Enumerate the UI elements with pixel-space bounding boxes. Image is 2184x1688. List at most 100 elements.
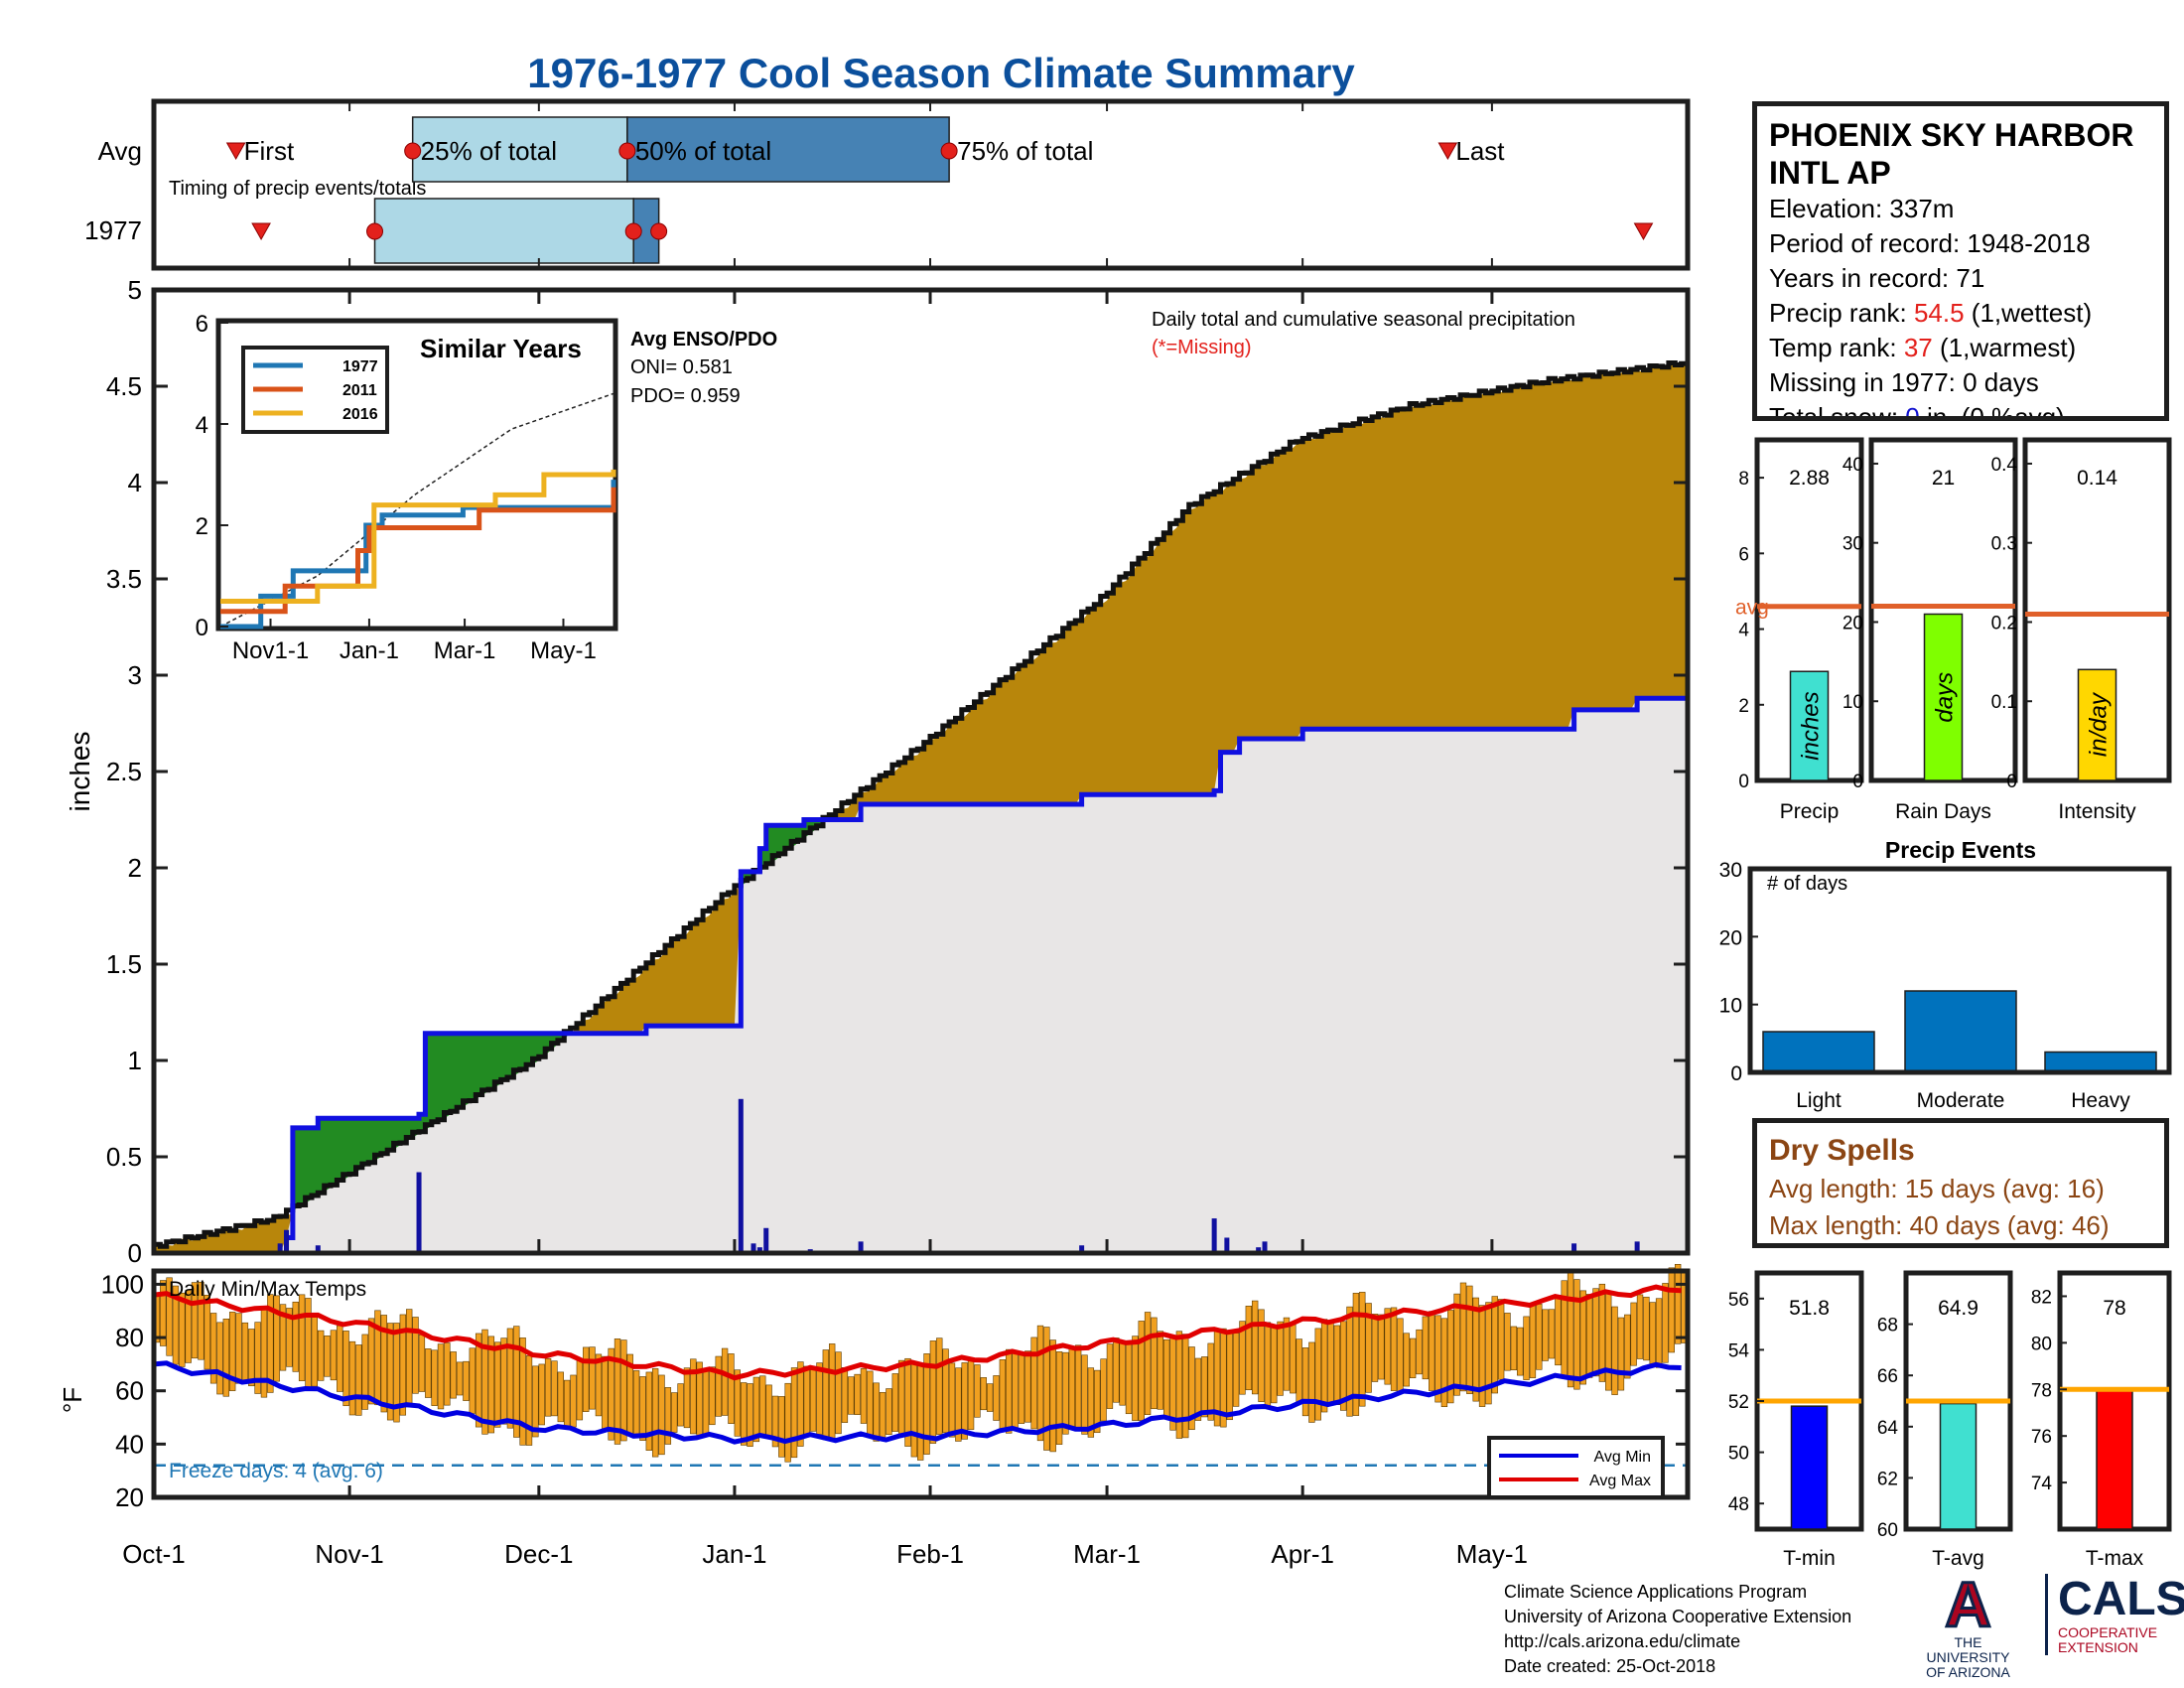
daily-temp-bar [1144,1312,1152,1415]
daily-temp-bar [1151,1317,1158,1410]
timing-avg-25-marker [404,142,422,160]
station-name: PHOENIX SKY HARBOR INTL AP [1769,117,2134,191]
daily-temp-bar [481,1329,488,1435]
mini-bar-Precip [1789,670,1830,781]
daily-temp-bar [1081,1354,1088,1435]
daily-temp-bar [538,1363,545,1426]
oni-value: ONI= 0.581 [630,356,733,378]
x-tick-label: Apr-1 [1271,1539,1334,1569]
tbox-y-tick-label: 80 [2031,1334,2052,1354]
daily-temp-bar [1561,1280,1568,1378]
main-y-tick-label: 4 [128,468,142,497]
mini-y-tick-label: 0.2 [1991,613,2017,633]
temp-chart: 20 40 60 80 100 Oct-1 Nov-1 Dec-1 Jan-1 Feb-1 Mar-… [58,1264,1691,1569]
daily-temp-bar [204,1295,210,1370]
main-y-tick-label: 2 [128,853,142,883]
daily-temp-bar [690,1358,697,1435]
daily-temp-bar [393,1323,400,1423]
daily-temp-bar [645,1371,652,1451]
daily-temp-bar [1068,1345,1075,1429]
daily-temp-bar [198,1281,205,1360]
inset-y-tick-label: 2 [196,513,208,540]
daily-temp-bar [557,1371,564,1423]
mini-y-tick-label: 2 [1738,696,1749,717]
daily-temp-bar [1447,1310,1454,1404]
figure-title: 1976-1977 Cool Season Climate Summary [527,50,1355,96]
legend-avg-min: Avg Min [1593,1449,1651,1466]
mini-value: 0.14 [2077,467,2117,490]
precip-events-chart: Precip Events Light Moderate Heavy0102030 … [1719,837,2172,1112]
mini-unit: inches [1798,691,1825,760]
daily-temp-bar [519,1337,526,1446]
daily-temp-bar [1296,1338,1302,1404]
daily-temp-bar [677,1383,684,1427]
daily-temp-bar [891,1373,898,1432]
tbox-y-tick-label: 50 [1728,1444,1749,1465]
daily-temp-bar [1352,1293,1360,1416]
timing-avg-first-marker [225,142,246,161]
daily-precip-bar [416,1172,422,1253]
daily-temp-bar [298,1294,306,1381]
temp-y-tick-label: 100 [101,1269,144,1299]
daily-temp-bar [721,1347,729,1416]
daily-precip-bar [751,1243,756,1253]
avg-min-line [153,1360,1682,1445]
daily-temp-bar [1485,1302,1492,1405]
daily-temp-bar [1012,1350,1019,1430]
daily-temp-bar [487,1336,495,1434]
daily-temp-bar [848,1376,855,1415]
main-y-tick-label: 3.5 [106,564,142,594]
daily-precip-bar [1634,1241,1640,1253]
daily-temp-bar [740,1382,748,1446]
daily-temp-bar [1024,1350,1031,1423]
temp-y-tick-label: 40 [115,1429,144,1459]
daily-temp-bar [399,1314,407,1416]
daily-temp-bar [1416,1329,1423,1375]
daily-temp-bar [494,1341,501,1428]
x-tick-label: Nov-1 [315,1539,383,1569]
x-tick-label: Jan-1 [702,1539,766,1569]
daily-temp-bar [367,1318,375,1405]
daily-temp-bar [254,1322,261,1394]
daily-temp-bar [961,1362,968,1440]
current-cumulative-area [154,698,1688,1253]
daily-temp-bar [348,1340,356,1416]
timing-row-1977: 1977 [84,215,142,245]
event-bar-Heavy [2044,1051,2157,1073]
x-tick-label: Mar-1 [1073,1539,1141,1569]
daily-temp-bar [1087,1367,1095,1438]
temp-y-tick-label: 80 [115,1323,144,1352]
daily-precip-bar [1224,1237,1230,1253]
daily-temp-bar [1466,1285,1473,1394]
daily-temp-bar [841,1367,849,1423]
timing-row-avg: Avg [98,136,142,166]
daily-temp-bar [1018,1354,1025,1424]
daily-temp-bar [879,1392,887,1441]
daily-temp-bar [469,1347,476,1414]
daily-temp-bar [380,1315,387,1413]
daily-temp-bar [463,1360,470,1401]
tbox-y-tick-label: 68 [1877,1316,1898,1336]
daily-temp-bar [1403,1333,1410,1387]
daily-temp-bar [1409,1337,1417,1378]
timing-marker-label: 50% of total [635,136,771,166]
daily-temp-bar [1283,1317,1291,1391]
daily-temp-bar [1074,1344,1082,1430]
tbox-bar-T-max [2096,1388,2133,1530]
daily-temp-bar [1497,1299,1505,1380]
tbox-y-tick-label: 48 [1728,1494,1749,1515]
daily-temp-bar [809,1369,817,1432]
daily-temp-bar [1662,1283,1669,1363]
pdo-value: PDO= 0.959 [630,385,741,407]
inset-x-tick-label: Jan-1 [340,637,399,664]
daily-temp-bar [651,1368,659,1458]
mini-value: 2.88 [1789,467,1830,490]
daily-temp-bar [437,1343,445,1410]
daily-temp-bar [279,1304,287,1371]
daily-temp-bar [1220,1328,1227,1428]
timing-1977-75-marker [650,222,668,240]
temp-y-tick-label: 20 [115,1482,144,1512]
daily-temp-bar [576,1359,584,1421]
daily-precip-bar [858,1241,864,1253]
daily-temp-bar [1320,1319,1328,1413]
